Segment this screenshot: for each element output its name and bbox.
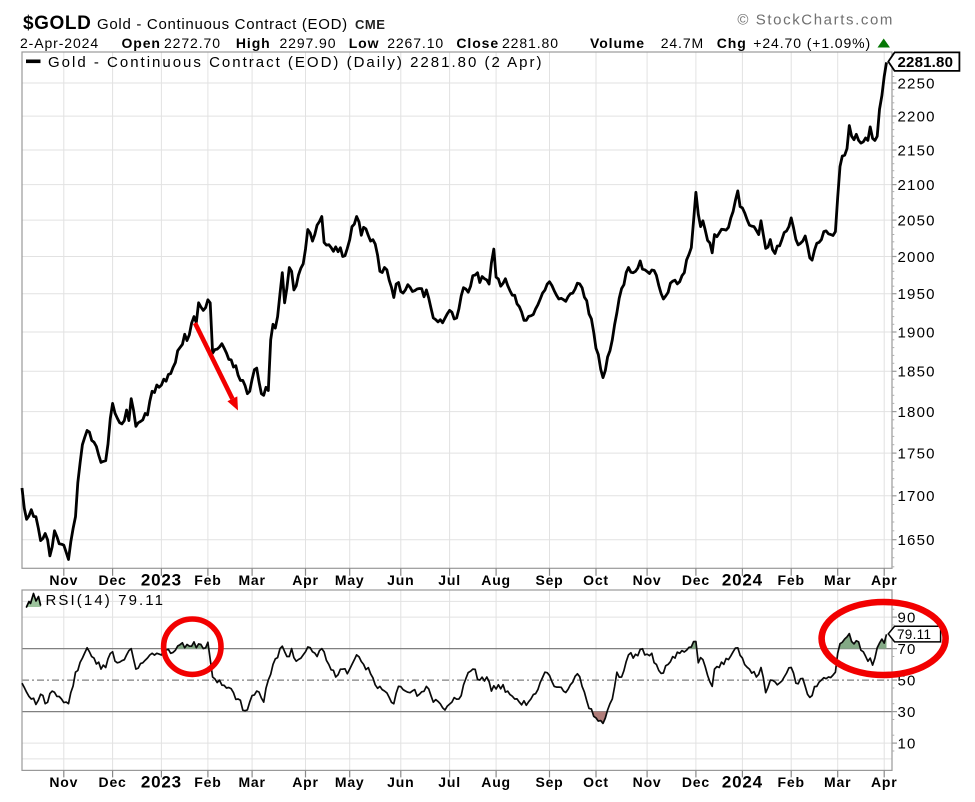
svg-text:Aug: Aug [481,774,511,790]
svg-text:Feb: Feb [194,774,221,790]
svg-text:2023: 2023 [141,571,182,590]
svg-text:Apr: Apr [871,572,898,588]
svg-text:2281.80: 2281.80 [898,54,954,71]
svg-text:© StockCharts.com: © StockCharts.com [737,12,894,29]
svg-text:May: May [335,774,365,790]
svg-text:Jun: Jun [387,572,414,588]
svg-text:Jul: Jul [438,572,461,588]
svg-text:Close: Close [456,35,499,51]
svg-text:1850: 1850 [898,364,936,381]
svg-text:Jul: Jul [438,774,461,790]
svg-text:1900: 1900 [898,324,936,341]
svg-text:2267.10: 2267.10 [387,35,444,51]
svg-text:Jun: Jun [387,774,414,790]
svg-text:30: 30 [898,704,917,721]
svg-text:$GOLD: $GOLD [23,13,91,34]
svg-text:Apr: Apr [871,774,898,790]
svg-text:1650: 1650 [898,532,936,549]
svg-text:RSI(14) 79.11: RSI(14) 79.11 [46,592,166,609]
svg-text:Gold - Continuous Contract (EO: Gold - Continuous Contract (EOD) [97,16,348,33]
svg-text:79.11: 79.11 [897,627,931,642]
svg-text:Sep: Sep [535,774,563,790]
svg-text:CME: CME [355,17,385,32]
svg-text:1950: 1950 [898,286,936,303]
svg-text:Mar: Mar [824,572,851,588]
svg-text:2272.70: 2272.70 [164,35,221,51]
svg-text:2024: 2024 [722,773,763,792]
svg-text:Aug: Aug [481,572,511,588]
svg-text:Chg: Chg [717,35,747,51]
svg-text:2150: 2150 [898,142,936,159]
svg-text:2281.80: 2281.80 [502,35,559,51]
svg-text:2050: 2050 [898,212,936,229]
svg-text:High: High [236,35,271,51]
svg-text:Dec: Dec [99,774,127,790]
svg-text:2000: 2000 [898,249,936,266]
svg-text:90: 90 [898,609,917,626]
svg-text:2024: 2024 [722,571,763,590]
svg-text:+24.70 (+1.09%): +24.70 (+1.09%) [753,35,871,51]
svg-text:70: 70 [898,641,917,658]
svg-text:Dec: Dec [682,572,710,588]
svg-text:Feb: Feb [778,572,805,588]
svg-text:2200: 2200 [898,108,936,125]
svg-text:Mar: Mar [824,774,851,790]
svg-text:Nov: Nov [49,572,78,588]
svg-text:Oct: Oct [583,572,609,588]
svg-text:2100: 2100 [898,177,936,194]
svg-text:Open: Open [122,35,161,51]
svg-text:Mar: Mar [238,774,265,790]
svg-text:Feb: Feb [194,572,221,588]
svg-text:Nov: Nov [633,572,662,588]
svg-text:24.7M: 24.7M [661,35,704,51]
svg-text:1750: 1750 [898,445,936,462]
svg-text:2023: 2023 [141,773,182,792]
svg-text:Volume: Volume [590,35,645,51]
svg-text:2-Apr-2024: 2-Apr-2024 [20,35,99,51]
svg-text:Dec: Dec [99,572,127,588]
svg-text:Nov: Nov [633,774,662,790]
svg-text:2297.90: 2297.90 [280,35,337,51]
svg-text:Sep: Sep [535,572,563,588]
svg-text:10: 10 [898,735,917,752]
svg-text:Apr: Apr [292,774,319,790]
svg-text:Dec: Dec [682,774,710,790]
svg-text:Apr: Apr [292,572,319,588]
svg-text:Nov: Nov [49,774,78,790]
svg-text:Gold - Continuous Contract (EO: Gold - Continuous Contract (EOD) (Daily)… [48,54,544,71]
svg-text:Low: Low [349,35,380,51]
svg-text:1700: 1700 [898,488,936,505]
svg-text:May: May [335,572,365,588]
svg-text:Oct: Oct [583,774,609,790]
svg-text:2250: 2250 [898,75,936,92]
svg-text:Mar: Mar [238,572,265,588]
svg-text:1800: 1800 [898,404,936,421]
svg-text:Feb: Feb [778,774,805,790]
